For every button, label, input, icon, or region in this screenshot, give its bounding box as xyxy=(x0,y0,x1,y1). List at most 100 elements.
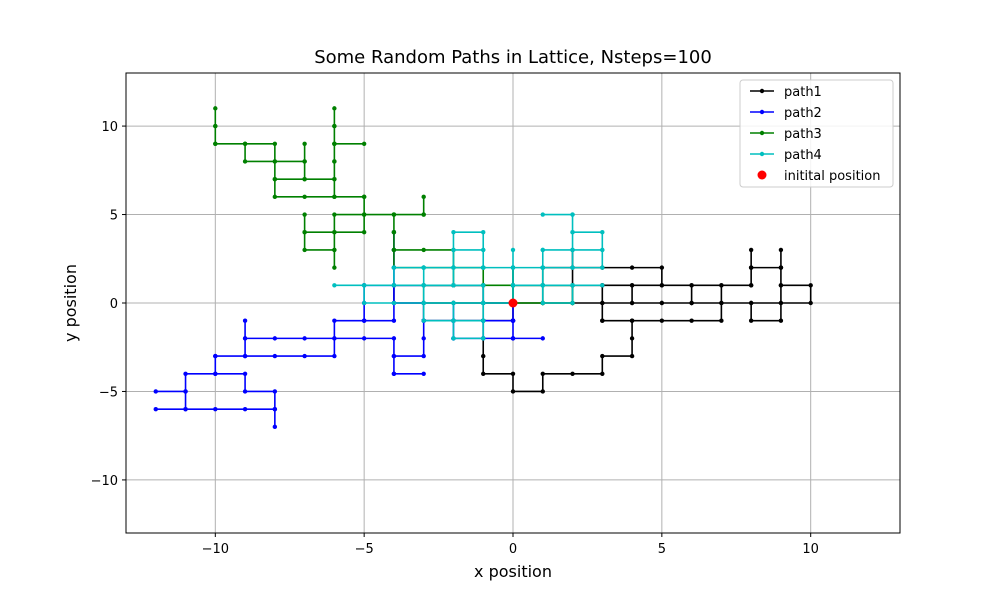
data-point xyxy=(242,336,248,341)
data-point xyxy=(540,336,545,341)
data-point xyxy=(421,265,426,270)
data-point xyxy=(391,212,397,217)
data-point xyxy=(689,318,694,323)
data-point xyxy=(689,283,694,288)
data-point xyxy=(481,283,486,288)
data-point xyxy=(481,318,486,323)
data-point xyxy=(481,230,486,235)
data-point xyxy=(421,212,426,217)
data-point xyxy=(570,300,575,306)
data-point xyxy=(302,159,307,164)
data-point xyxy=(689,300,694,306)
data-point xyxy=(748,300,754,306)
data-point xyxy=(481,353,486,359)
data-point xyxy=(332,176,337,182)
data-point xyxy=(391,230,397,235)
data-point xyxy=(540,389,545,394)
data-point xyxy=(778,265,784,270)
data-point xyxy=(391,283,397,288)
data-point xyxy=(272,141,278,146)
legend-marker xyxy=(759,151,765,157)
data-point xyxy=(629,265,635,270)
y-axis-label: y position xyxy=(61,264,80,342)
data-point xyxy=(361,283,367,288)
data-point xyxy=(391,371,397,376)
legend-entry-path1: path1 xyxy=(750,85,822,100)
data-point xyxy=(510,389,516,394)
legend-marker xyxy=(757,170,767,180)
data-point xyxy=(570,283,575,288)
data-point xyxy=(332,212,337,217)
data-point xyxy=(213,371,218,376)
data-point xyxy=(481,247,486,253)
data-point xyxy=(213,106,218,111)
data-point xyxy=(451,318,456,323)
data-point xyxy=(213,353,218,359)
data-point xyxy=(510,247,516,253)
data-point xyxy=(481,371,486,376)
data-point xyxy=(600,353,605,359)
data-point xyxy=(659,300,665,306)
data-point xyxy=(778,247,784,253)
legend-label: path1 xyxy=(784,85,822,100)
data-point xyxy=(451,336,456,341)
data-point xyxy=(213,406,218,412)
data-point xyxy=(600,371,605,376)
x-tick-label: −5 xyxy=(355,542,374,557)
data-point xyxy=(719,283,724,288)
data-point xyxy=(451,230,456,235)
data-point xyxy=(361,318,367,323)
data-point xyxy=(659,283,665,288)
data-point xyxy=(540,265,545,270)
data-point xyxy=(778,318,784,323)
data-point xyxy=(629,300,635,306)
data-point xyxy=(302,230,307,235)
data-point xyxy=(361,230,367,235)
data-point xyxy=(659,265,665,270)
data-point xyxy=(421,318,426,323)
data-point xyxy=(272,194,278,200)
data-point xyxy=(272,406,278,412)
data-point xyxy=(242,141,248,146)
data-point xyxy=(421,336,426,341)
data-point xyxy=(332,283,337,288)
data-point xyxy=(748,247,754,253)
data-point xyxy=(332,230,337,235)
y-axis-ticks: −10 −5 0 5 10 xyxy=(91,120,126,489)
data-point xyxy=(540,300,545,306)
legend-entry-path2: path2 xyxy=(750,106,822,121)
data-point xyxy=(391,336,397,341)
data-point xyxy=(748,265,754,270)
data-point xyxy=(242,371,248,376)
data-point xyxy=(540,247,545,253)
legend-label: path3 xyxy=(784,127,822,142)
data-point xyxy=(510,336,516,341)
data-point xyxy=(272,353,278,359)
data-point xyxy=(481,300,486,306)
data-point xyxy=(391,300,397,306)
data-point xyxy=(629,318,635,323)
data-point xyxy=(451,283,456,288)
data-point xyxy=(629,353,635,359)
data-point xyxy=(272,159,278,164)
data-point xyxy=(600,247,605,253)
data-point xyxy=(540,283,545,288)
data-point xyxy=(510,371,516,376)
data-point xyxy=(451,265,456,270)
data-point xyxy=(242,159,248,164)
data-point xyxy=(183,389,188,394)
data-point xyxy=(451,247,456,253)
data-point xyxy=(719,300,724,306)
data-point xyxy=(242,318,248,323)
data-point xyxy=(302,336,307,341)
legend-entry-initial-position: initital position xyxy=(757,169,880,184)
legend: path1 path2 path3 path4 initital position xyxy=(739,79,894,188)
legend-entry-path3: path3 xyxy=(750,127,822,142)
data-point xyxy=(451,300,456,306)
data-point xyxy=(272,336,278,341)
data-point xyxy=(272,424,278,430)
data-point xyxy=(808,283,813,288)
data-point xyxy=(391,353,397,359)
data-point xyxy=(570,212,575,217)
